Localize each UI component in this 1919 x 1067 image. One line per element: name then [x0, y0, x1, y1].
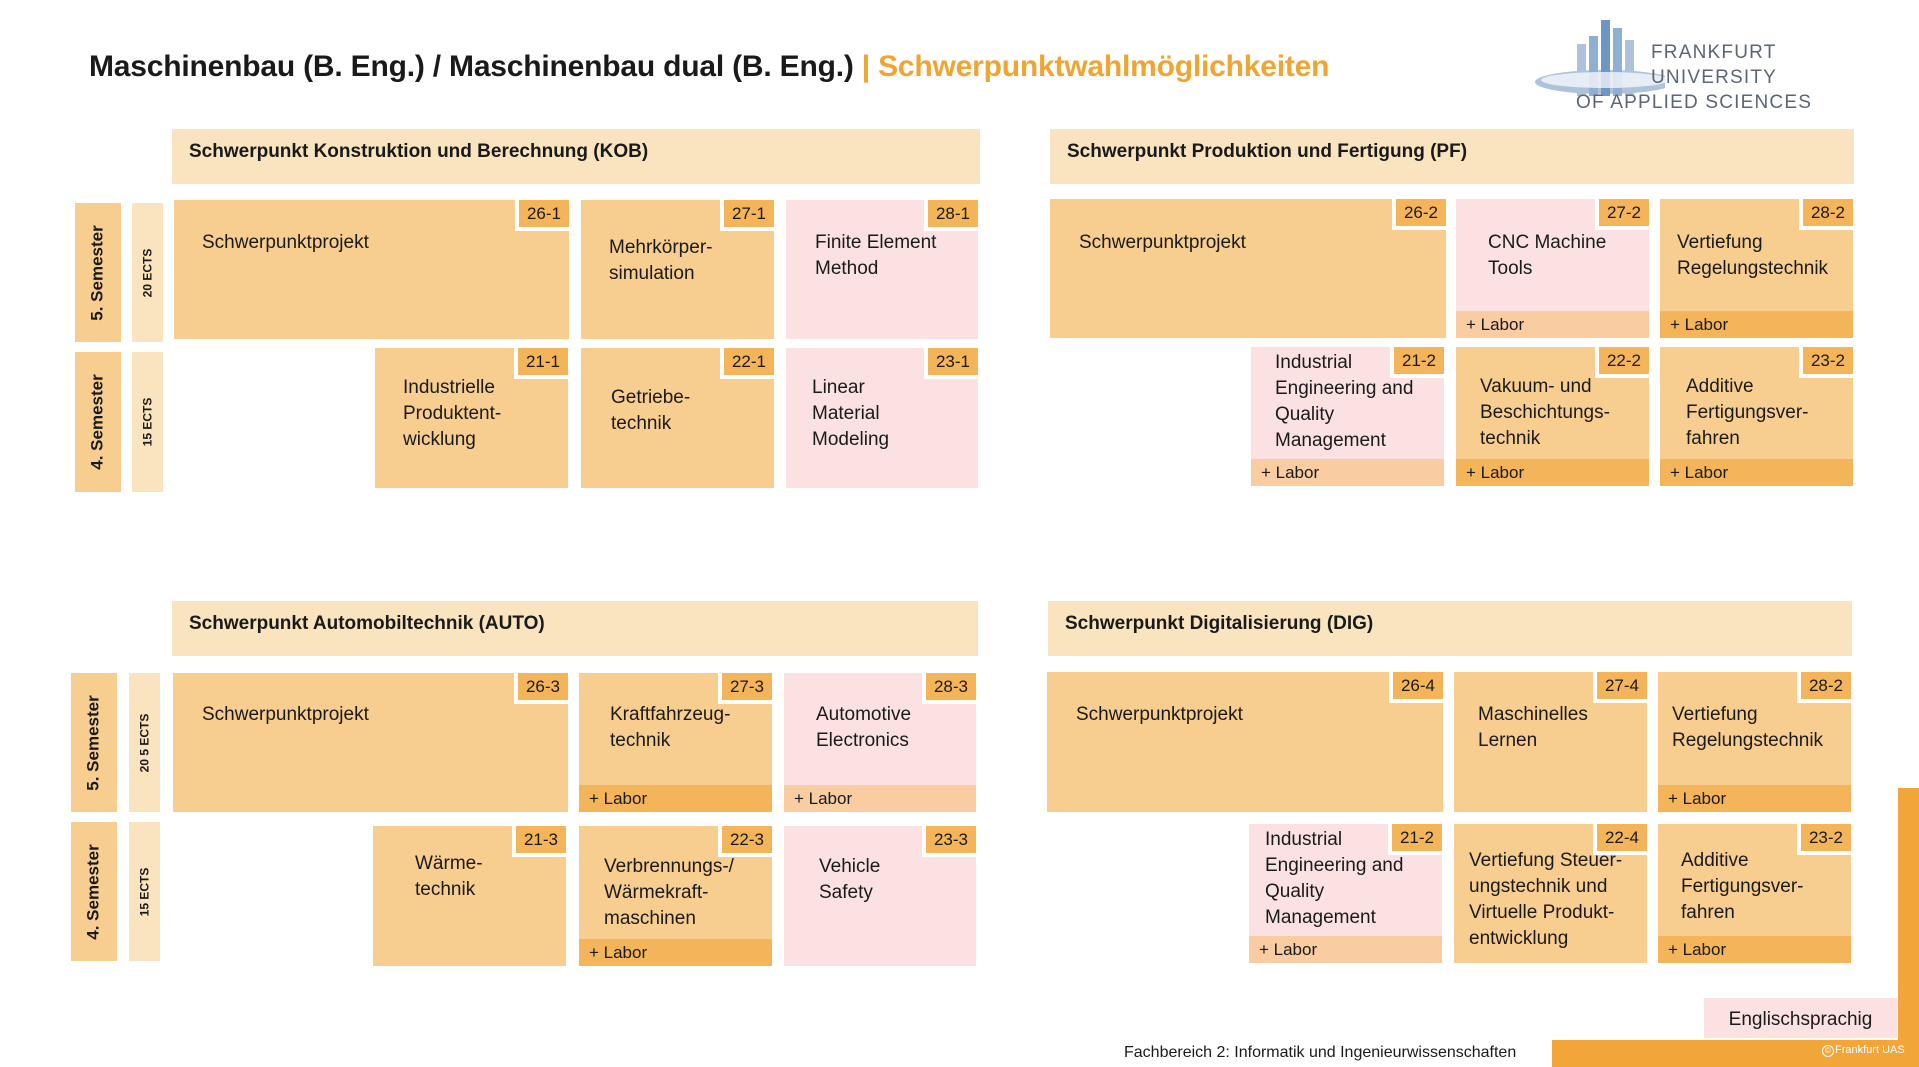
- title-accent: Schwerpunktwahlmöglichkeiten: [878, 50, 1330, 83]
- labor-tag: + Labor: [1456, 311, 1649, 338]
- auto-module-27: Kraftfahrzeug- technik 27-3 + Labor: [579, 673, 772, 812]
- copyright-notice: © Frankfurt UAS: [1822, 1044, 1905, 1057]
- auto-module-26: Schwerpunktprojekt 26-3: [173, 673, 568, 812]
- dig-module-22: Vertiefung Steuer- ungstechnik und Virtu…: [1454, 824, 1647, 963]
- auto-module-22: Verbrennungs-/ Wärmekraft- maschinen 22-…: [579, 826, 772, 966]
- page-title: Maschinenbau (B. Eng.) / Maschinenbau du…: [89, 50, 1329, 84]
- labor-tag: + Labor: [784, 785, 976, 812]
- kob-module-22: Getriebe- technik 22-1: [581, 348, 774, 488]
- logo-bars-icon: [1535, 20, 1665, 96]
- kob-sem4-label: 4. Semester: [75, 352, 121, 492]
- auto-sem4-label: 4. Semester: [71, 822, 117, 961]
- logo-line-3: OF APPLIED SCIENCES: [1576, 92, 1813, 113]
- title-separator: |: [853, 50, 879, 83]
- university-logo: FRANKFURT UNIVERSITY OF APPLIED SCIENCES: [1535, 14, 1811, 124]
- auto-sem5-label: 5. Semester: [71, 673, 117, 812]
- kob-module-28: Finite Element Method 28-1: [786, 200, 978, 339]
- labor-tag: + Labor: [1658, 936, 1851, 963]
- legend-english-badge: Englischsprachig: [1704, 998, 1897, 1038]
- kob-module-21: Industrielle Produktent- wicklung 21-1: [375, 348, 568, 488]
- auto-ects5-label: 20 5 ECTS: [129, 673, 160, 812]
- pf-module-27: CNC Machine Tools 27-2 + Labor: [1456, 199, 1649, 338]
- labor-tag: + Labor: [1658, 785, 1851, 812]
- pf-module-21: Industrial Engineering and Quality Manag…: [1251, 347, 1444, 486]
- kob-module-23: Linear Material Modeling 23-1: [786, 348, 978, 488]
- pf-module-28: Vertiefung Regelungstechnik 28-2 + Labor: [1660, 199, 1853, 338]
- kob-ects4-label: 15 ECTS: [132, 352, 163, 492]
- pf-module-22: Vakuum- und Beschichtungs- technik 22-2 …: [1456, 347, 1649, 486]
- labor-tag: + Labor: [1660, 459, 1853, 486]
- auto-ects4-label: 15 ECTS: [129, 822, 160, 961]
- orange-accent-bar-horizontal: [1552, 1040, 1919, 1067]
- labor-tag: + Labor: [579, 785, 772, 812]
- dig-module-26: Schwerpunktprojekt 26-4: [1047, 672, 1443, 812]
- pf-module-23: Additive Fertigungsver- fahren 23-2 + La…: [1660, 347, 1853, 486]
- labor-tag: + Labor: [1249, 936, 1442, 963]
- auto-module-28: Automotive Electronics 28-3 + Labor: [784, 673, 976, 812]
- pf-header: Schwerpunkt Produktion und Fertigung (PF…: [1050, 129, 1854, 184]
- labor-tag: + Labor: [579, 939, 772, 966]
- orange-accent-bar-vertical: [1898, 788, 1919, 1067]
- dig-header: Schwerpunkt Digitalisierung (DIG): [1048, 601, 1852, 656]
- kob-module-27: Mehrkörper- simulation 27-1: [581, 200, 774, 339]
- footer-department: Fachbereich 2: Informatik und Ingenieurw…: [1124, 1044, 1517, 1061]
- labor-tag: + Labor: [1456, 459, 1649, 486]
- copyright-icon: ©: [1822, 1045, 1834, 1057]
- kob-module-26: Schwerpunktprojekt 26-1: [174, 200, 569, 339]
- labor-tag: + Labor: [1660, 311, 1853, 338]
- pf-module-26: Schwerpunktprojekt 26-2: [1050, 199, 1446, 338]
- kob-sem5-label: 5. Semester: [75, 203, 121, 342]
- auto-module-23: Vehicle Safety 23-3: [784, 826, 976, 966]
- title-main: Maschinenbau (B. Eng.) / Maschinenbau du…: [89, 50, 854, 83]
- auto-header: Schwerpunkt Automobiltechnik (AUTO): [172, 601, 978, 656]
- auto-module-21: Wärme- technik 21-3: [373, 826, 566, 966]
- dig-module-27: Maschinelles Lernen 27-4: [1454, 672, 1647, 812]
- kob-ects5-label: 20 ECTS: [132, 203, 163, 342]
- logo-line-1: FRANKFURT: [1651, 42, 1777, 63]
- dig-module-21: Industrial Engineering and Quality Manag…: [1249, 824, 1442, 963]
- dig-module-23: Additive Fertigungsver- fahren 23-2 + La…: [1658, 824, 1851, 963]
- logo-line-2: UNIVERSITY: [1651, 67, 1778, 88]
- dig-module-28: Vertiefung Regelungstechnik 28-2 + Labor: [1658, 672, 1851, 812]
- kob-header: Schwerpunkt Konstruktion und Berechnung …: [172, 129, 980, 184]
- labor-tag: + Labor: [1251, 459, 1444, 486]
